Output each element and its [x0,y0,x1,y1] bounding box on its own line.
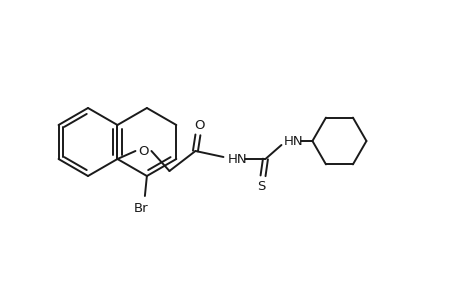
Text: S: S [257,181,265,194]
Text: O: O [194,118,204,131]
Text: HN: HN [227,152,246,166]
Text: Br: Br [133,202,148,215]
Text: O: O [138,145,148,158]
Text: HN: HN [283,134,302,148]
